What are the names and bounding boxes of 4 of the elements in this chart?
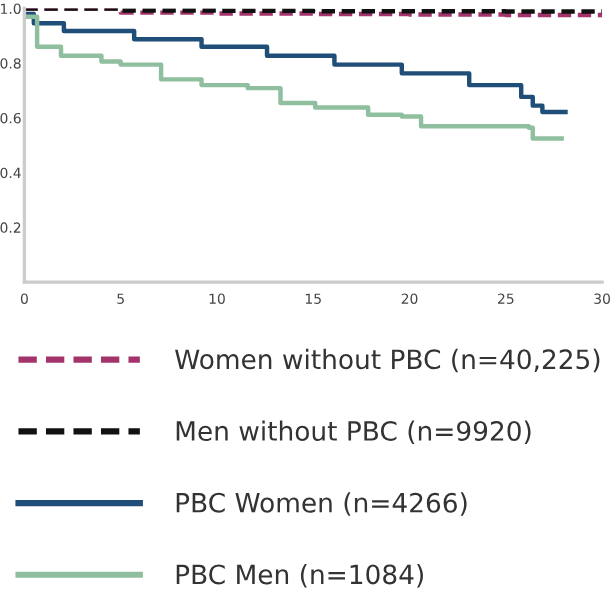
legend-label: Men without PBC (n=9920) xyxy=(176,420,531,445)
legend-label: PBC Men (n=1084) xyxy=(176,564,423,588)
legend-label: Women without PBC (n=40,225) xyxy=(175,348,600,373)
legend-label: PBC Women (n=4266) xyxy=(176,492,467,516)
